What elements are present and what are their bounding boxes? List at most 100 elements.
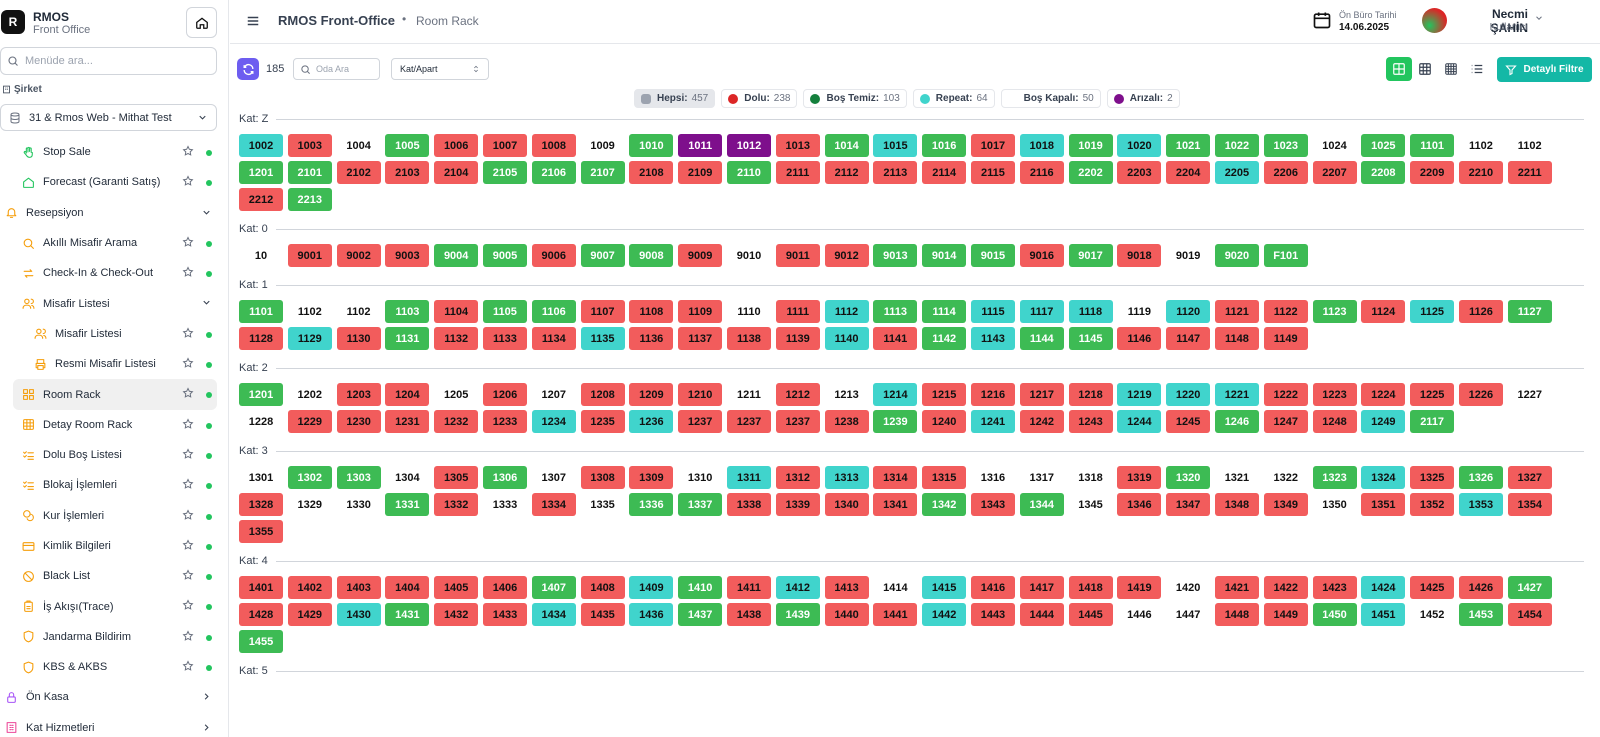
- room-cell[interactable]: 2206: [1263, 161, 1308, 184]
- room-cell[interactable]: 1129: [287, 327, 332, 350]
- room-cell[interactable]: 9016: [1019, 244, 1064, 267]
- room-cell[interactable]: 1102: [346, 305, 371, 318]
- star-icon[interactable]: [182, 539, 194, 554]
- room-cell[interactable]: 1402: [287, 576, 332, 599]
- room-cell[interactable]: 1327: [1507, 466, 1552, 489]
- room-cell[interactable]: 1018: [1019, 134, 1064, 157]
- legend-filter[interactable]: Repeat: 64: [912, 89, 995, 108]
- room-cell[interactable]: 1131: [385, 327, 430, 350]
- sidebar-item-misafir-listesi[interactable]: Misafir Listesi: [0, 288, 228, 318]
- room-cell[interactable]: 1311: [726, 466, 771, 489]
- room-cell[interactable]: 2109: [678, 161, 723, 184]
- room-cell[interactable]: 1448: [1214, 603, 1259, 626]
- floor-select[interactable]: Kat/Apart: [391, 58, 489, 80]
- room-cell[interactable]: 1014: [824, 134, 869, 157]
- room-cell[interactable]: 1102: [297, 305, 322, 318]
- room-cell[interactable]: 1240: [922, 410, 967, 433]
- room-cell[interactable]: 1149: [1263, 327, 1308, 350]
- room-cell[interactable]: 1130: [336, 327, 381, 350]
- room-cell[interactable]: 1336: [629, 493, 674, 516]
- chevron-down-icon[interactable]: [201, 207, 212, 221]
- room-cell[interactable]: 1227: [1517, 388, 1542, 401]
- room-cell[interactable]: 1332: [434, 493, 479, 516]
- room-cell[interactable]: 1229: [287, 410, 332, 433]
- room-cell[interactable]: 1013: [775, 134, 820, 157]
- room-cell[interactable]: 1215: [922, 383, 967, 406]
- room-cell[interactable]: 1210: [678, 383, 723, 406]
- room-cell[interactable]: 1347: [1166, 493, 1211, 516]
- room-cell[interactable]: 1108: [629, 300, 674, 323]
- star-icon[interactable]: [182, 175, 194, 190]
- room-cell[interactable]: 1222: [1263, 383, 1308, 406]
- room-cell[interactable]: 1142: [922, 327, 967, 350]
- room-cell[interactable]: 1443: [970, 603, 1015, 626]
- room-cell[interactable]: 2110: [726, 161, 771, 184]
- room-cell[interactable]: 2113: [873, 161, 918, 184]
- sidebar-item-kur-i-şlemleri[interactable]: Kur İşlemleri: [0, 501, 228, 531]
- room-cell[interactable]: 9011: [775, 244, 820, 267]
- room-cell[interactable]: 1007: [482, 134, 527, 157]
- room-cell[interactable]: 9005: [482, 244, 527, 267]
- room-cell[interactable]: 1109: [678, 300, 723, 323]
- room-cell[interactable]: 1233: [482, 410, 527, 433]
- room-cell[interactable]: 1315: [922, 466, 967, 489]
- room-cell[interactable]: 1330: [346, 498, 371, 511]
- room-cell[interactable]: 1404: [385, 576, 430, 599]
- room-cell[interactable]: 1107: [580, 300, 625, 323]
- room-cell[interactable]: 1119: [1127, 305, 1151, 318]
- avatar[interactable]: [1422, 8, 1447, 33]
- star-icon[interactable]: [182, 660, 194, 675]
- room-cell[interactable]: 1201: [239, 383, 283, 406]
- room-cell[interactable]: 1454: [1507, 603, 1552, 626]
- room-cell[interactable]: 2105: [482, 161, 527, 184]
- room-cell[interactable]: 1101: [239, 300, 283, 323]
- star-icon[interactable]: [182, 569, 194, 584]
- room-cell[interactable]: 1147: [1166, 327, 1211, 350]
- room-cell[interactable]: 1436: [629, 603, 674, 626]
- chevron-right-icon[interactable]: [201, 722, 212, 736]
- room-cell[interactable]: 2204: [1166, 161, 1211, 184]
- room-cell[interactable]: 1015: [873, 134, 918, 157]
- room-cell[interactable]: 1128: [239, 327, 283, 350]
- room-cell[interactable]: 1339: [775, 493, 820, 516]
- room-cell[interactable]: 1135: [580, 327, 625, 350]
- room-cell[interactable]: 1410: [678, 576, 723, 599]
- room-cell[interactable]: 1225: [1410, 383, 1455, 406]
- room-cell[interactable]: 1417: [1019, 576, 1064, 599]
- room-cell[interactable]: 1412: [775, 576, 820, 599]
- room-cell[interactable]: 1444: [1019, 603, 1064, 626]
- sidebar-item-dolu-boş-listesi[interactable]: Dolu Boş Listesi: [0, 440, 228, 470]
- room-cell[interactable]: 1219: [1117, 383, 1162, 406]
- room-cell[interactable]: 1455: [239, 630, 283, 653]
- room-cell[interactable]: 9007: [580, 244, 625, 267]
- room-cell[interactable]: 1121: [1214, 300, 1259, 323]
- room-cell[interactable]: 1430: [336, 603, 381, 626]
- room-cell[interactable]: 1405: [434, 576, 479, 599]
- room-cell[interactable]: 1313: [824, 466, 869, 489]
- room-cell[interactable]: 1434: [531, 603, 576, 626]
- room-cell[interactable]: 1104: [434, 300, 479, 323]
- menu-search-input[interactable]: [25, 55, 205, 67]
- room-cell[interactable]: 1421: [1214, 576, 1259, 599]
- room-cell[interactable]: 1204: [385, 383, 430, 406]
- sidebar-item-akıllı-misafir-arama[interactable]: Akıllı Misafir Arama: [0, 228, 228, 258]
- sidebar-item-i-ş-akışı-trace[interactable]: İş Akışı(Trace): [0, 591, 228, 621]
- room-cell[interactable]: 1101: [1410, 134, 1455, 157]
- sidebar-item-stop-sale[interactable]: Stop Sale: [0, 137, 228, 167]
- room-cell[interactable]: 1113: [873, 300, 918, 323]
- room-cell[interactable]: 1317: [1029, 471, 1054, 484]
- room-cell[interactable]: 1318: [1078, 471, 1103, 484]
- room-cell[interactable]: 1136: [629, 327, 674, 350]
- room-cell[interactable]: 1127: [1507, 300, 1552, 323]
- room-cell[interactable]: 1209: [629, 383, 674, 406]
- room-cell[interactable]: 1228: [248, 415, 274, 428]
- room-cell[interactable]: 1234: [531, 410, 576, 433]
- room-cell[interactable]: 1224: [1361, 383, 1406, 406]
- room-cell[interactable]: 1302: [287, 466, 332, 489]
- room-cell[interactable]: 1301: [248, 471, 274, 484]
- room-cell[interactable]: 1124: [1361, 300, 1406, 323]
- room-cell[interactable]: 1425: [1410, 576, 1455, 599]
- room-cell[interactable]: 1422: [1263, 576, 1308, 599]
- room-cell[interactable]: 9015: [970, 244, 1015, 267]
- room-cell[interactable]: 1246: [1214, 410, 1259, 433]
